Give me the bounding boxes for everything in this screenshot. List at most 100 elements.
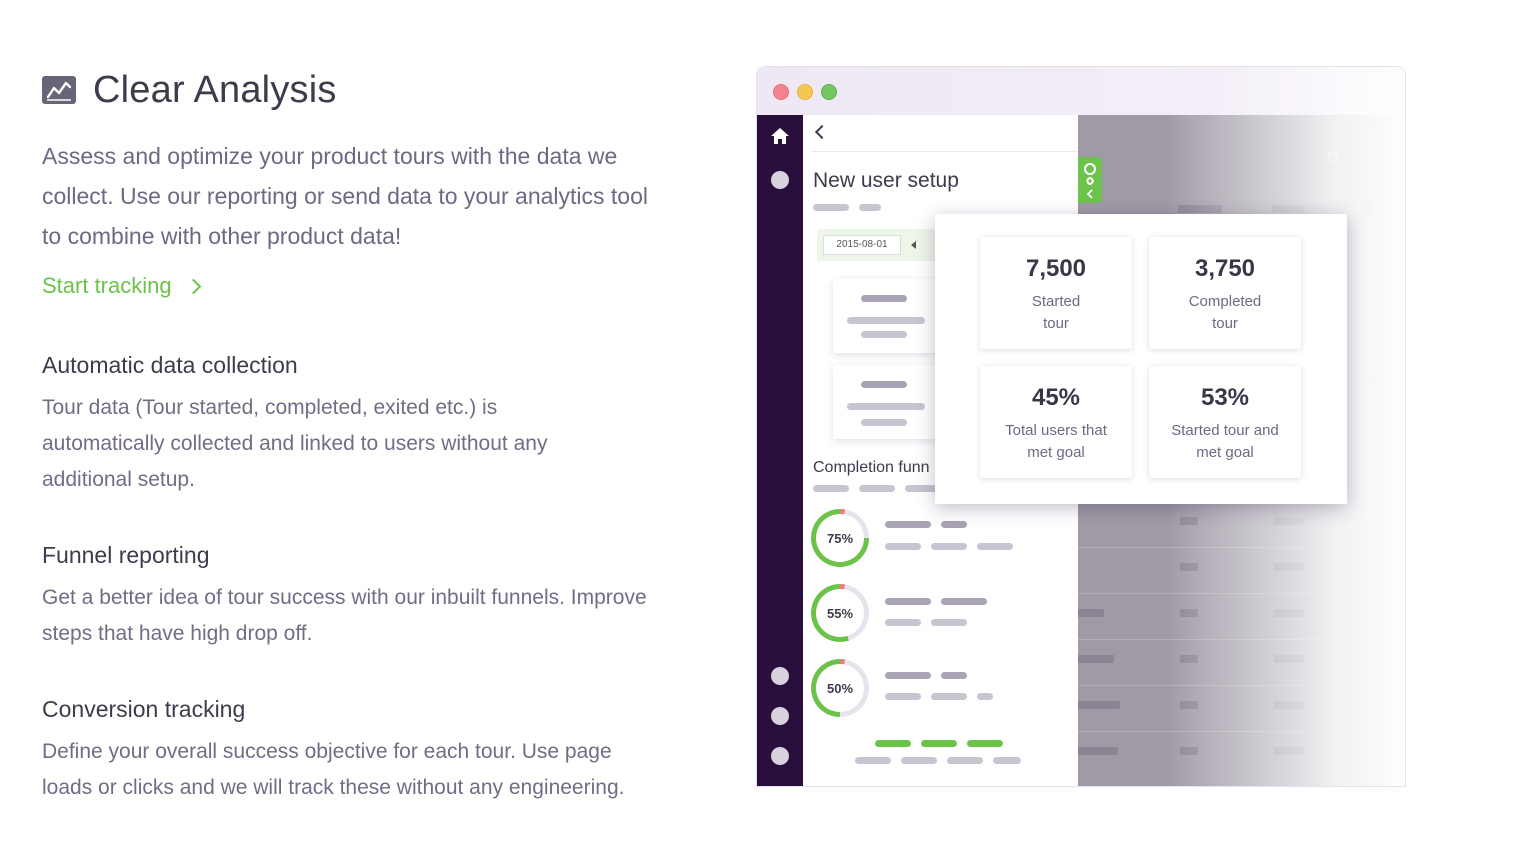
table-cell [1180,563,1198,571]
placeholder-text [885,693,921,700]
tour-stats-popup: 7,500 Started tour 3,750 Completed tour … [935,214,1347,504]
placeholder-text [885,672,931,679]
funnel-step-percent: 50% [816,664,864,712]
stat-label: Total users that met goal [1005,422,1107,461]
placeholder-text [947,757,983,764]
table-cell [1274,747,1304,755]
feature-title: Conversion tracking [42,696,246,722]
table-cell [1078,609,1104,617]
placeholder-text [931,693,967,700]
stat-card-completed-tour: 3,750 Completed tour [1149,237,1301,349]
app-sidebar [757,115,803,786]
table-row [1078,731,1405,732]
stat-card-users-met-goal: 45% Total users that met goal [980,366,1132,478]
table-cell [1078,701,1120,709]
step-card[interactable] [833,279,943,353]
feature-description: Get a better idea of tour success with o… [42,586,647,645]
content-column: Clear Analysis Assess and optimize your … [42,60,682,799]
search-icon [1327,152,1338,163]
table-cell [1180,517,1198,525]
stat-label: Started tour [1031,293,1081,332]
sidebar-nav-item[interactable] [771,747,789,765]
stat-value: 45% [1031,384,1081,411]
section-title: Clear Analysis [93,68,337,111]
table-cell [1180,655,1198,663]
placeholder-text [885,543,921,550]
placeholder-text [941,598,987,605]
completion-funnel-title: Completion funn [813,459,930,476]
table-cell [1274,609,1304,617]
section-intro: Assess and optimize your product tours w… [42,143,648,249]
placeholder-text [931,543,967,550]
divider [811,151,1078,152]
feature-description: Tour data (Tour started, completed, exit… [42,396,548,491]
placeholder-text [885,619,921,626]
funnel-step-ring: 55% [811,584,869,642]
caret-left-icon[interactable] [911,241,916,249]
stat-value: 7,500 [1025,255,1087,282]
section-heading: Clear Analysis [42,60,682,120]
feature-conversion-tracking: Conversion tracking Define your overall … [42,694,682,806]
placeholder-text [861,331,907,338]
sidebar-nav-item[interactable] [771,171,789,189]
stat-card-started-tour: 7,500 Started tour [980,237,1132,349]
placeholder-text [885,598,931,605]
placeholder-text [813,204,849,211]
funnel-step-ring: 75% [811,509,869,567]
funnel-step-percent: 55% [816,589,864,637]
start-tracking-link[interactable]: Start tracking [42,273,201,299]
window-minimize-dot[interactable] [797,84,813,100]
grid-view-icon[interactable] [1362,201,1372,213]
placeholder-text [813,485,849,492]
table-cell [1180,747,1198,755]
sidebar-nav-item[interactable] [771,707,789,725]
progress-segment [875,740,911,747]
window-titlebar [757,67,1405,115]
flow-widget-tab[interactable] [1078,157,1102,203]
table-header-cell [1178,205,1222,213]
progress-segment [921,740,957,747]
tour-title: New user setup [813,169,959,192]
table-cell [1180,609,1198,617]
stat-card-started-and-met-goal: 53% Started tour and met goal [1149,366,1301,478]
stat-value: 3,750 [1194,255,1256,282]
start-tracking-label: Start tracking [42,273,172,298]
sidebar-nav-item[interactable] [771,667,789,685]
placeholder-text [859,485,895,492]
placeholder-text [861,381,907,388]
placeholder-text [859,204,881,211]
feature-title: Funnel reporting [42,542,210,568]
step-card[interactable] [833,365,943,439]
table-cell [1274,563,1304,571]
funnel-step-ring: 50% [811,659,869,717]
table-cell [1180,701,1198,709]
placeholder-text [941,672,967,679]
progress-segment [967,740,1003,747]
table-cell [1078,747,1118,755]
window-close-dot[interactable] [773,84,789,100]
home-icon[interactable] [770,127,790,145]
feature-description: Define your overall success objective fo… [42,740,625,799]
table-cell [1274,701,1304,709]
window-maximize-dot[interactable] [821,84,837,100]
placeholder-text [855,757,891,764]
funnel-step-percent: 75% [816,514,864,562]
placeholder-text [861,295,907,302]
table-row [1078,639,1405,640]
search-input[interactable] [1316,145,1405,171]
placeholder-text [885,521,931,528]
feature-funnel-reporting: Funnel reporting Get a better idea of to… [42,540,682,652]
feature-automatic-data-collection: Automatic data collection Tour data (Tou… [42,350,682,498]
placeholder-text [993,757,1021,764]
placeholder-text [847,317,925,324]
placeholder-text [861,419,907,426]
analytics-chart-icon [42,76,76,104]
table-row [1078,685,1405,686]
placeholder-text [905,485,941,492]
table-cell [1274,655,1304,663]
stat-label: Started tour and met goal [1171,422,1279,461]
start-date-input[interactable]: 2015-08-01 [823,235,901,255]
back-chevron-icon[interactable] [814,124,830,140]
chevron-right-icon [185,278,201,295]
placeholder-text [977,543,1013,550]
